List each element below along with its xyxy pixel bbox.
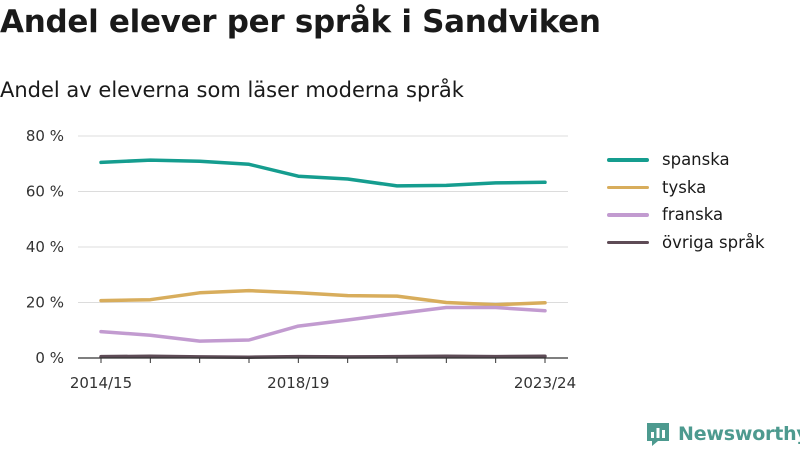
brand-name: Newsworthy (678, 423, 800, 445)
series-line-övriga-språk (99, 354, 547, 359)
x-tick-label: 2014/15 (70, 374, 132, 392)
legend-label: franska (662, 205, 724, 225)
legend-item: spanska (607, 146, 765, 174)
y-tick-label: 60 % (26, 183, 64, 201)
legend-label: spanska (662, 150, 730, 170)
x-tick-label: 2018/19 (267, 374, 329, 392)
chart-title: Andel elever per språk i Sandviken (0, 4, 601, 40)
y-tick-label: 40 % (26, 238, 64, 256)
legend-swatch (607, 213, 649, 217)
bar-chart-logo-icon (647, 423, 669, 446)
legend-swatch (607, 158, 649, 162)
legend-label: övriga språk (662, 232, 765, 252)
chart-legend: spanska tyska franska övriga språk (607, 146, 765, 256)
x-tick-label: 2023/24 (514, 374, 576, 392)
series-line-franska (99, 305, 547, 343)
legend-swatch (607, 240, 649, 244)
y-tick-label: 0 % (35, 349, 64, 367)
y-tick-label: 80 % (26, 127, 64, 145)
y-tick-label: 20 % (26, 294, 64, 312)
legend-swatch (607, 185, 649, 189)
legend-label: tyska (662, 177, 707, 197)
legend-item: tyska (607, 174, 765, 202)
legend-item: franska (607, 201, 765, 229)
brand-logo: Newsworthy (644, 420, 800, 448)
legend-item: övriga språk (607, 229, 765, 257)
series-line-tyska (99, 288, 547, 307)
series-line-spanska (99, 158, 547, 188)
chart-subtitle: Andel av eleverna som läser moderna språ… (0, 78, 464, 102)
line-chart: 0 % 20 % 40 % 60 % 80 % 2014/15 2018/19 2023/24 (26, 127, 576, 392)
